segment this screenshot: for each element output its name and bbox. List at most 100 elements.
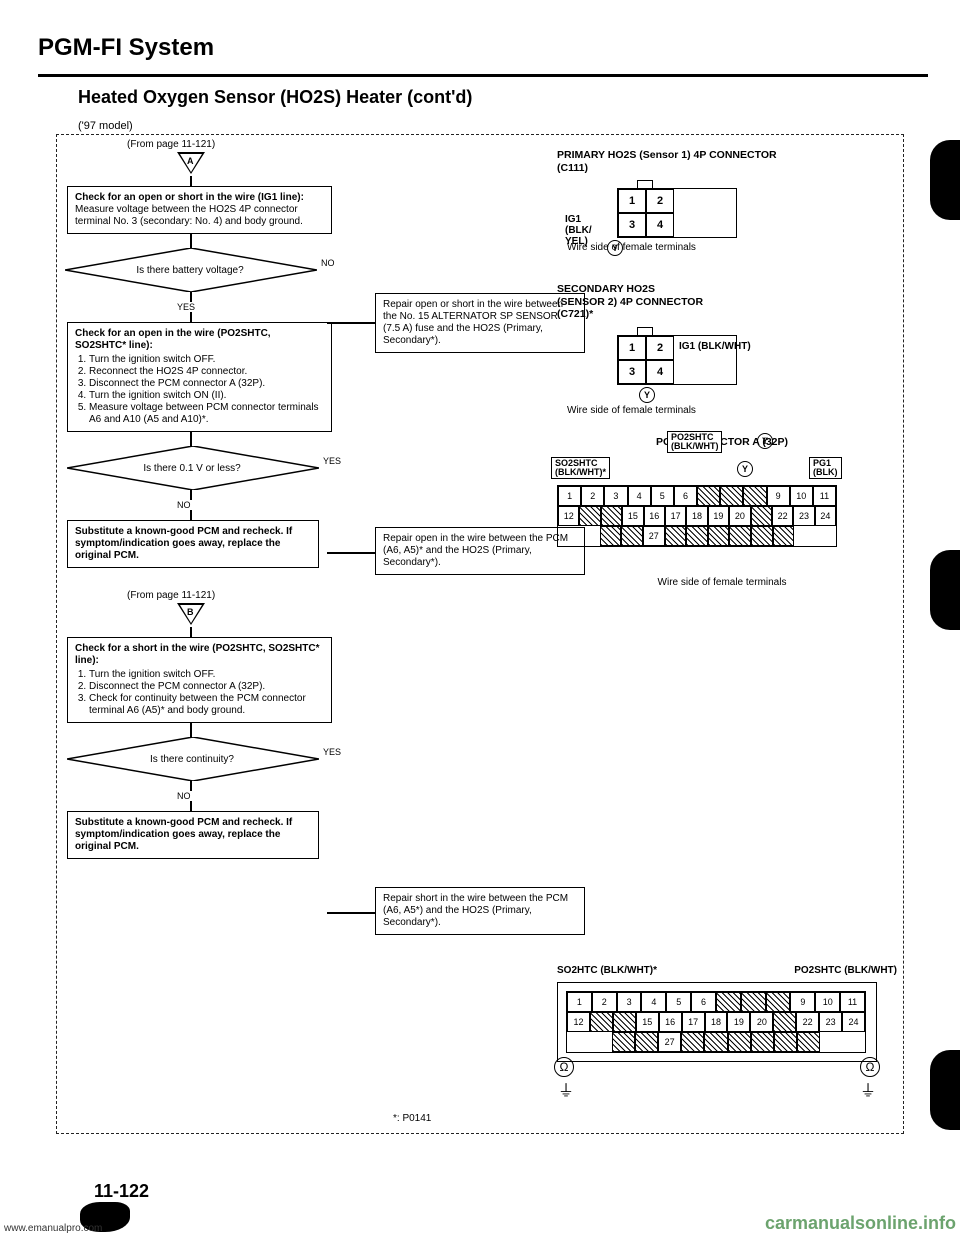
step-item: Measure voltage between PCM connector te… [89,402,324,426]
decision-text: Is there 0.1 V or less? [67,446,317,490]
bottom-connector: SO2HTC (BLK/WHT)* PO2SHTC (BLK/WHT) 1 2 … [557,965,897,1062]
result-text: Substitute a known-good PCM and recheck.… [75,526,292,561]
pcm-row: 27 [612,1032,821,1052]
result-box: Substitute a known-good PCM and recheck.… [67,811,319,859]
pcm-cell: 19 [727,1012,750,1032]
pcm-cell [751,1032,774,1052]
page: PGM-FI System Heated Oxygen Sensor (HO2S… [38,34,928,1204]
pin: 2 [646,189,674,213]
footnote: *: P0141 [393,1113,431,1124]
label-po2shtc: PO2SHTC (BLK/WHT) [794,965,897,976]
pin: 2 [646,336,674,360]
connector-sub: (SENSOR 2) 4P CONNECTOR [557,296,703,308]
pin: 1 [618,189,646,213]
pcm-cell [708,526,730,546]
connector-title: PRIMARY HO2S (Sensor 1) 4P CONNECTOR (C1… [557,149,887,174]
connector-title-text: PRIMARY HO2S (Sensor 1) 4P CONNECTOR [557,149,777,161]
pcm-cell [704,1032,727,1052]
connector-title-text: SECONDARY HO2S [557,283,655,295]
pcm-cell [601,506,622,526]
decision-diamond: Is there battery voltage? NO [65,248,315,292]
pcm-cell: 12 [558,506,579,526]
step-item: Turn the ignition switch ON (II). [89,390,324,402]
decision-diamond: Is there continuity? YES [67,737,317,781]
thumb-tab [930,1050,960,1130]
pin: 4 [646,213,674,237]
page-title: PGM-FI System [38,34,928,62]
step-box: Check for an open or short in the wire (… [67,186,332,234]
ig1b-label: IG1 (BLK/WHT) [679,341,799,352]
entry-label: B [187,607,194,617]
branch-no: NO [177,791,377,801]
connector-line [190,234,192,248]
connector-sub: (C721)* [557,308,593,320]
pcm-grid-wrap: 1 2 3 4 5 6 9 10 11 12 [557,982,877,1062]
probe-line: Y [639,387,655,403]
page-number: 11-122 [94,1181,149,1202]
pcm-cell: 27 [643,526,665,546]
connector-line [190,312,192,322]
connector-tab [637,327,653,335]
repair-text: Repair open or short in the wire between… [383,299,563,346]
pcm-row: 12 15 16 17 18 19 20 22 23 24 [567,1012,865,1032]
pcm-cell [665,526,687,546]
watermark-right: carmanualsonline.info [765,1213,956,1234]
divider [38,74,928,77]
pcm-cell [697,486,720,506]
repair-text: Repair open in the wire between the PCM … [383,533,568,568]
pcm-cell: 24 [842,1012,865,1032]
step-item: Turn the ignition switch OFF. [89,354,324,366]
bottom-labels: SO2HTC (BLK/WHT)* PO2SHTC (BLK/WHT) [557,965,897,976]
pcm-cell [716,992,741,1012]
pcm-cell [751,506,772,526]
pcm-cell [590,1012,613,1032]
pcm-cell: 2 [592,992,617,1012]
connector-line [190,801,192,811]
branch-yes: YES [323,747,341,757]
label-so2htc: SO2HTC (BLK/WHT)* [557,965,657,976]
connector-tab [637,180,653,188]
wire-caption: Wire side of female terminals [557,577,887,588]
decision-text: Is there battery voltage? [65,248,315,292]
pin: 1 [618,336,646,360]
section-subtitle: Heated Oxygen Sensor (HO2S) Heater (cont… [78,87,928,108]
pcm-cell [766,992,791,1012]
pcm-cell: 15 [622,506,643,526]
pcm-cell: 5 [651,486,674,506]
branch-no: NO [321,258,335,268]
pcm-cell [797,1032,820,1052]
pcm-cell [773,526,795,546]
volt-icon: Y [607,240,623,256]
pcm-connector: PO2SHTC (BLK/WHT) Y SO2SHTC (BLK/WHT)* Y… [557,455,857,547]
pinbox: 1 2 3 4 [617,188,737,238]
pcm-grid: 1 2 3 4 5 6 9 10 11 12 [566,991,866,1053]
pcm-cell: 1 [558,486,581,506]
repair-box: Repair short in the wire between the PCM… [375,887,585,935]
model-label: ('97 model) [78,120,928,132]
step-item: Disconnect the PCM connector A (32P). [89,681,324,693]
pcm-cell: 9 [790,992,815,1012]
ig1-label: IG1 (BLK/ YEL) [565,214,592,247]
pcm-cell: 4 [628,486,651,506]
pin-diagram: 1 2 3 4 IG1 (BLK/WHT) Y [617,327,737,385]
connector-line [190,510,192,520]
flow-entry-a: A [177,152,205,174]
pcm-cell: 27 [658,1032,681,1052]
annot-so2: SO2SHTC (BLK/WHT)* [551,457,610,480]
step-title: Check for an open in the wire (PO2SHTC, … [75,328,271,351]
pcm-cell [751,526,773,546]
pcm-cell [686,526,708,546]
connector-line [190,781,192,791]
result-text: Substitute a known-good PCM and recheck.… [75,817,292,852]
pcm-cell: 3 [617,992,642,1012]
pcm-cell: 23 [819,1012,842,1032]
pcm-cell: 18 [686,506,707,526]
ground-icon: ⏚ [860,1077,876,1101]
from-page-ref: (From page 11-121) [127,590,377,601]
volt-icon: Y [737,461,753,477]
pcm-cell [741,992,766,1012]
pcm-cell [729,526,751,546]
pcm-row: 1 2 3 4 5 6 9 10 11 [567,992,865,1012]
pin: 3 [618,213,646,237]
ohm-icon: Ω [860,1057,880,1077]
